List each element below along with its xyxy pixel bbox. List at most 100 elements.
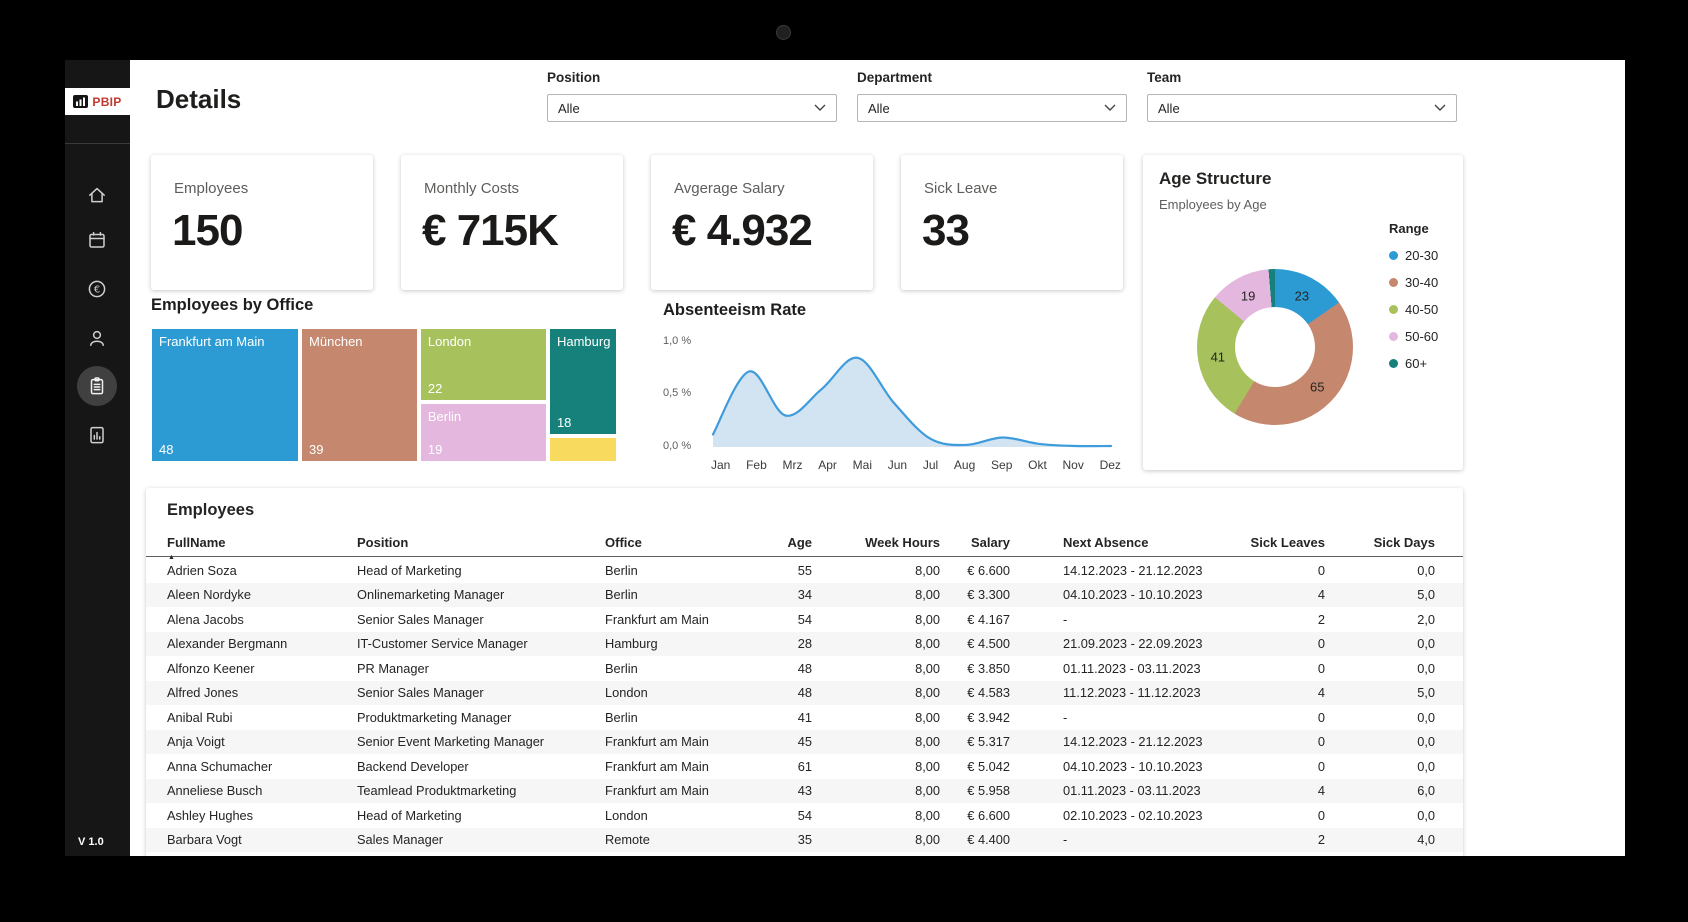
month-label: Sep xyxy=(991,458,1013,472)
employees-table-title: Employees xyxy=(167,501,255,519)
table-header-cell[interactable]: Salary xyxy=(970,534,1010,550)
sidebar-item-report[interactable] xyxy=(77,415,117,455)
chevron-down-icon xyxy=(1434,104,1446,111)
donut-hole xyxy=(1235,307,1315,387)
table-row[interactable]: Alena Jacobs Senior Sales Manager Frankfur… xyxy=(146,607,1463,632)
clipboard-icon xyxy=(90,377,104,395)
table-cell: 0,0 xyxy=(1417,660,1435,676)
table-header-cell[interactable]: Next Absence xyxy=(1063,534,1149,550)
treemap-block[interactable]: London 22 xyxy=(419,328,548,402)
table-cell: 0 xyxy=(1317,758,1325,774)
treemap-block[interactable]: Hamburg 18 xyxy=(548,328,617,436)
treemap-block-value: 18 xyxy=(556,415,572,431)
table-cell: London xyxy=(605,807,648,823)
table-row[interactable]: Anibal Rubi Produktmarketing Manager Berli… xyxy=(146,705,1463,730)
table-header-cell[interactable]: Position xyxy=(357,534,409,550)
absenteeism-chart: 1,0 % 0,5 % 0,0 % Jan Feb Mrz Apr Mai Jun Jul A… xyxy=(663,328,1133,478)
table-cell: Head of Marketing xyxy=(357,562,462,578)
office-treemap: Frankfurt am Main 48 München 39 London 22 Berl… xyxy=(151,328,617,462)
table-cell: 0 xyxy=(1317,709,1325,725)
table-cell: 01.11.2023 - 03.11.2023 xyxy=(1063,660,1201,676)
treemap-block[interactable]: Frankfurt am Main 48 xyxy=(151,328,300,462)
table-header-cell[interactable]: Sick Days xyxy=(1373,534,1435,550)
table-row[interactable]: Barbara Vogt Sales Manager Remote 35 8,00 € 4… xyxy=(146,827,1463,852)
sidebar-item-costs[interactable]: € xyxy=(77,269,117,309)
table-cell: 8,00 xyxy=(915,807,940,823)
table-cell: 35 xyxy=(797,832,812,848)
age-structure-title: Age Structure xyxy=(1159,169,1272,188)
legend-label: 40-50 xyxy=(1405,302,1439,317)
sidebar-item-calendar[interactable] xyxy=(77,220,117,260)
legend-item[interactable]: 50-60 xyxy=(1389,323,1461,350)
treemap-block-value: 22 xyxy=(427,381,443,397)
age-donut-chart[interactable]: 23 65 41 19 xyxy=(1197,269,1353,425)
kpi-monthly-costs-label: Monthly Costs xyxy=(424,180,520,197)
kpi-sick-leave-card: Sick Leave 33 xyxy=(901,155,1123,290)
table-cell: 21.09.2023 - 22.09.2023 xyxy=(1063,636,1203,652)
filter-department-dropdown[interactable]: Alle xyxy=(857,94,1127,122)
legend-item[interactable]: 60+ xyxy=(1389,350,1461,377)
legend-item[interactable]: 30-40 xyxy=(1389,269,1461,296)
page-title: Details xyxy=(156,84,242,114)
kpi-average-salary-card: Avgerage Salary € 4.932 xyxy=(651,155,873,290)
treemap-block[interactable]: Berlin 19 xyxy=(419,403,548,462)
table-cell: Senior Event Marketing Manager xyxy=(357,734,545,750)
treemap-block-name: Frankfurt am Main xyxy=(159,334,265,349)
sidebar-item-people[interactable] xyxy=(77,318,117,358)
table-cell: Alfonzo Keener xyxy=(167,660,255,676)
table-row[interactable]: Anja Voigt Senior Event Marketing Manager… xyxy=(146,729,1463,754)
table-cell: 5,0 xyxy=(1417,685,1435,701)
table-cell: Frankfurt am Main xyxy=(605,734,709,750)
table-cell: € 3.942 xyxy=(967,709,1010,725)
kpi-monthly-costs-value: € 715K xyxy=(422,206,559,255)
age-structure-subtitle: Employees by Age xyxy=(1159,197,1267,212)
table-cell: Berlin xyxy=(605,709,638,725)
table-header-cell[interactable]: Age xyxy=(787,534,812,550)
table-cell: 8,00 xyxy=(915,660,940,676)
table-header-cell[interactable]: Sick Leaves xyxy=(1250,534,1325,550)
table-row[interactable]: Ashley Hughes Head of Marketing London 54 8,… xyxy=(146,803,1463,828)
table-row[interactable]: Anneliese Busch Teamlead Produktmarketing… xyxy=(146,778,1463,803)
donut-slice-label: 23 xyxy=(1294,288,1310,304)
month-label: Jan xyxy=(711,458,731,472)
table-cell: 8,00 xyxy=(915,832,940,848)
pbip-logo: PBIP xyxy=(65,88,130,115)
filter-position-dropdown[interactable]: Alle xyxy=(547,94,837,122)
table-cell: 04.10.2023 - 10.10.2023 xyxy=(1063,587,1203,603)
table-cell: 11.12.2023 - 11.12.2023 xyxy=(1063,685,1201,701)
table-cell: 4 xyxy=(1317,783,1325,799)
report-page-icon xyxy=(90,426,104,444)
table-cell: € 5.958 xyxy=(967,783,1010,799)
table-cell: Anneliese Busch xyxy=(167,783,263,799)
table-header-row: FullName ▲ Position Office Age Week Hours Sala… xyxy=(146,528,1463,561)
table-cell: 14.12.2023 - 21.12.2023 xyxy=(1063,734,1203,750)
table-row[interactable]: Adrien Soza Head of Marketing Berlin 55 8,00… xyxy=(146,558,1463,583)
sidebar-item-details[interactable] xyxy=(77,366,117,406)
table-cell: 0,0 xyxy=(1417,734,1435,750)
table-row[interactable]: Alfred Jones Senior Sales Manager London 48… xyxy=(146,680,1463,705)
filter-team-dropdown[interactable]: Alle xyxy=(1147,94,1457,122)
table-row[interactable]: Alexander Bergmann IT-Customer Service Ma… xyxy=(146,631,1463,656)
table-header-cell[interactable]: Office xyxy=(605,534,642,550)
table-cell: 8,00 xyxy=(915,611,940,627)
treemap-block[interactable]: München 39 xyxy=(301,328,418,462)
table-cell: 48 xyxy=(797,660,812,676)
table-cell: € 6.600 xyxy=(967,807,1010,823)
legend-item[interactable]: 40-50 xyxy=(1389,296,1461,323)
table-row[interactable]: Anna Schumacher Backend Developer Frankfur… xyxy=(146,754,1463,779)
table-cell: 34 xyxy=(797,587,812,603)
absenteeism-title: Absenteeism Rate xyxy=(663,301,807,319)
kpi-average-salary-value: € 4.932 xyxy=(672,206,813,255)
treemap-block[interactable] xyxy=(548,436,617,462)
table-row[interactable]: Alfonzo Keener PR Manager Berlin 48 8,00 € 3.… xyxy=(146,656,1463,681)
chevron-down-icon xyxy=(814,104,826,111)
legend-item[interactable]: 20-30 xyxy=(1389,242,1461,269)
table-cell: € 4.583 xyxy=(967,685,1010,701)
table-header-cell[interactable]: FullName ▲ xyxy=(167,534,226,561)
table-cell: - xyxy=(1063,832,1068,848)
table-cell: 8,00 xyxy=(915,709,940,725)
kpi-sick-leave-label: Sick Leave xyxy=(924,180,998,197)
sidebar-item-home[interactable] xyxy=(77,175,117,215)
table-row[interactable]: Aleen Nordyke Onlinemarketing Manager Berl… xyxy=(146,582,1463,607)
table-header-cell[interactable]: Week Hours xyxy=(865,534,940,550)
